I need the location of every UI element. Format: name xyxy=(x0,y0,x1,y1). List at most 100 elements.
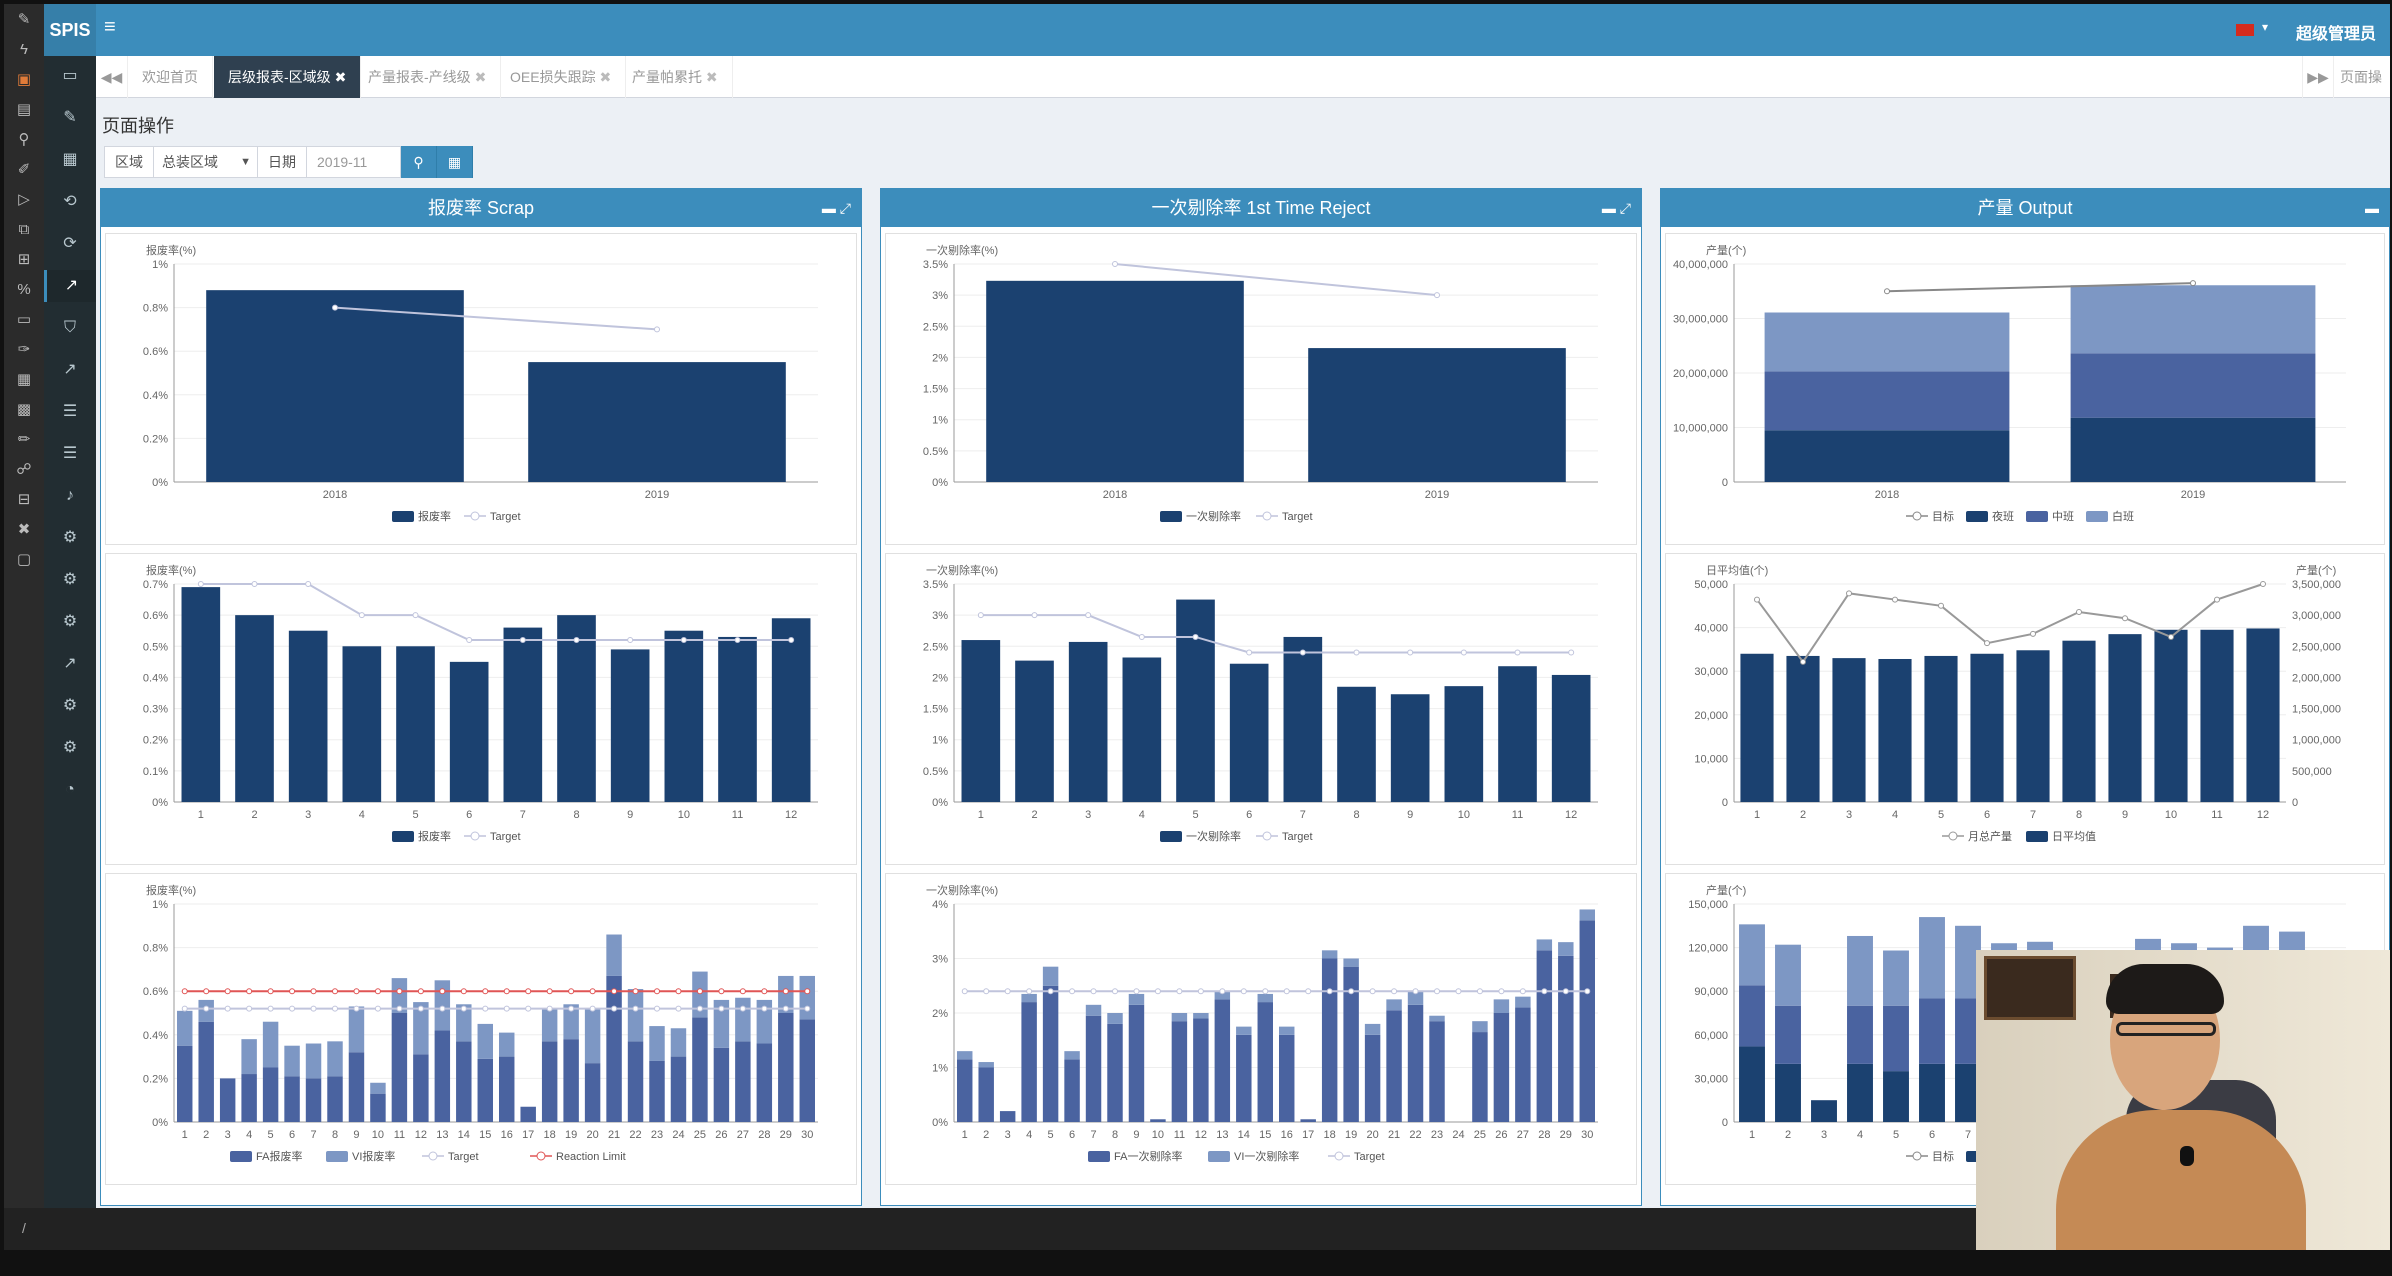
pen-tool-icon[interactable]: ✎ xyxy=(17,11,31,28)
sidebar-shield-icon[interactable]: ⛉ xyxy=(63,319,76,336)
x-tick-label: 11 xyxy=(1512,809,1523,821)
sidebar-gear-icon-4[interactable]: ⚙ xyxy=(62,697,78,714)
page-operations-menu[interactable]: 页面操 xyxy=(2340,69,2382,85)
bar xyxy=(456,1041,472,1122)
language-caret-icon[interactable]: ▾ xyxy=(2262,20,2269,34)
folder-icon[interactable]: ▬ xyxy=(821,200,836,216)
line-point xyxy=(1197,988,1204,995)
app-icon[interactable]: ▣ xyxy=(16,71,32,88)
bar xyxy=(1321,958,1338,1122)
books-icon[interactable]: ⊟ xyxy=(17,491,31,508)
tab-output-pareto[interactable]: 产量帕累托 ✖ xyxy=(618,56,733,98)
save-icon[interactable]: ▦ xyxy=(16,371,32,388)
sidebar-line-chart-icon[interactable]: ↗ xyxy=(44,270,96,302)
expand-icon[interactable]: ⤢ xyxy=(839,200,851,216)
bar xyxy=(1068,641,1108,802)
y2-tick-label: 3,500,000 xyxy=(2292,579,2341,591)
bar xyxy=(456,1004,472,1042)
line-point xyxy=(1112,988,1118,995)
tool-icon[interactable]: ✑ xyxy=(17,341,31,358)
sidebar-chart-icon[interactable]: ↗ xyxy=(63,655,77,672)
y-tick-label: 0.2% xyxy=(143,1073,168,1085)
tab-scroll-right-icon[interactable]: ▶▶ xyxy=(2302,56,2334,98)
table-view-button[interactable]: ▦ xyxy=(437,146,473,178)
bar xyxy=(1493,1013,1510,1122)
group-icon[interactable]: ☍ xyxy=(16,461,32,478)
bar xyxy=(1764,430,2010,482)
bar xyxy=(1021,993,1037,1003)
bar xyxy=(413,1054,429,1122)
sidebar-gear-icon-2[interactable]: ⚙ xyxy=(62,571,78,588)
user-menu[interactable]: 超级管理员 xyxy=(2296,26,2377,43)
pencil-icon[interactable]: ✏ xyxy=(17,431,31,448)
cross-icon[interactable]: ✖ xyxy=(17,521,31,538)
lightning-icon[interactable]: ϟ xyxy=(20,41,28,58)
line-point xyxy=(1412,988,1419,995)
x-tick-label: 29 xyxy=(780,1129,792,1141)
y-tick-label: 0 xyxy=(1722,1117,1728,1129)
tab-close-icon[interactable]: ✖ xyxy=(599,69,612,85)
expand-icon[interactable]: ⤢ xyxy=(1619,200,1631,216)
folder-icon[interactable]: ▬ xyxy=(1601,200,1616,216)
bar xyxy=(1171,1013,1188,1022)
menu-toggle-icon[interactable]: ≡ xyxy=(104,16,116,38)
y2-tick-label: 2,500,000 xyxy=(2292,641,2341,653)
bar xyxy=(1085,1015,1102,1122)
bar xyxy=(1236,1026,1252,1035)
line-point xyxy=(460,988,467,995)
folder-icon[interactable]: ▬ xyxy=(2365,200,2379,216)
tab-close-icon[interactable]: ✖ xyxy=(474,69,487,85)
tab-close-icon[interactable]: ✖ xyxy=(705,69,718,85)
bar xyxy=(735,1041,751,1122)
sidebar-sync-icon[interactable]: ⟳ xyxy=(63,235,77,252)
brand-logo[interactable]: SPIS xyxy=(44,4,96,56)
bar xyxy=(449,661,489,802)
tab-welcome[interactable]: 欢迎首页 xyxy=(128,56,213,98)
sidebar-dashboard-icon[interactable]: ◔ xyxy=(65,781,75,798)
comment-icon[interactable]: ▢ xyxy=(16,551,32,568)
language-flag-icon[interactable] xyxy=(2236,24,2254,36)
tab-oee-loss[interactable]: OEE损失跟踪 ✖ xyxy=(496,56,627,98)
bar xyxy=(978,1067,994,1122)
y-tick-label: 0.4% xyxy=(143,672,168,684)
tab-output-line-report[interactable]: 产量报表-产线级 ✖ xyxy=(354,56,502,98)
book-open-icon[interactable]: ⧉ xyxy=(18,221,30,238)
sidebar-table-icon[interactable]: ☰ xyxy=(62,403,78,420)
bar xyxy=(181,587,221,802)
monitor-icon[interactable]: ▭ xyxy=(16,311,32,328)
sidebar-refresh-icon[interactable]: ⟲ xyxy=(63,193,77,210)
tab-area-report[interactable]: 层级报表-区域级 ✖ xyxy=(214,56,362,98)
tab-close-icon[interactable]: ✖ xyxy=(334,69,347,85)
sidebar-area-chart-icon[interactable]: ↗ xyxy=(63,361,77,378)
grid-icon[interactable]: ⊞ xyxy=(17,251,31,268)
date-input[interactable]: 2019-11 xyxy=(307,146,401,178)
legend-marker xyxy=(470,511,480,521)
book-icon[interactable]: ▤ xyxy=(16,101,32,118)
brush-icon[interactable]: ✐ xyxy=(17,161,31,178)
bar xyxy=(1214,999,1231,1122)
bar xyxy=(2200,629,2234,802)
sidebar-list-icon[interactable]: ☰ xyxy=(62,445,78,462)
bar xyxy=(2016,650,2050,802)
line-point xyxy=(482,988,489,995)
sidebar-calendar-icon[interactable]: ▦ xyxy=(62,151,78,168)
search-button[interactable]: ⚲ xyxy=(401,146,437,178)
tab-scroll-left-icon[interactable]: ◀◀ xyxy=(96,56,128,98)
play-icon[interactable]: ▷ xyxy=(18,191,30,208)
sidebar-edit-icon[interactable]: ✎ xyxy=(63,109,77,126)
bar xyxy=(370,1093,386,1122)
y-axis-label: 一次剔除率(%) xyxy=(926,883,998,897)
sidebar-monitor-icon[interactable]: ▭ xyxy=(62,67,78,84)
bar xyxy=(1847,1005,1873,1064)
x-tick-label: 9 xyxy=(1133,1129,1139,1141)
network-icon[interactable]: ⚲ xyxy=(18,131,30,148)
area-select[interactable]: 总装区域 ▼ xyxy=(154,146,258,178)
line-point xyxy=(1541,988,1548,995)
sidebar-gears-icon[interactable]: ⚙ xyxy=(62,739,78,756)
calendar-icon[interactable]: ▩ xyxy=(16,401,32,418)
x-tick-label: 9 xyxy=(353,1129,359,1141)
sidebar-gear-icon[interactable]: ⚙ xyxy=(62,529,78,546)
sidebar-bell-icon[interactable]: ♪ xyxy=(66,487,74,504)
percent-icon[interactable]: % xyxy=(17,281,31,298)
sidebar-gear-icon-3[interactable]: ⚙ xyxy=(62,613,78,630)
